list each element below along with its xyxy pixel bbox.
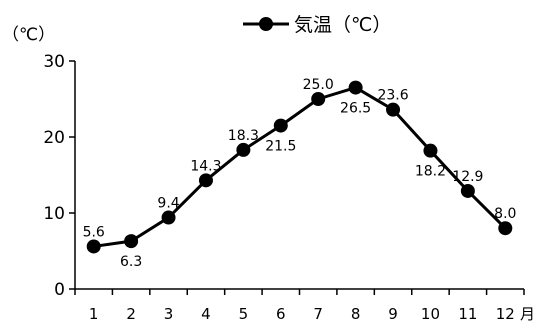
data-point xyxy=(198,173,213,188)
data-point xyxy=(348,80,363,95)
y-tick-label: 10 xyxy=(43,204,65,224)
data-point xyxy=(386,102,401,117)
data-label: 18.2 xyxy=(415,164,446,180)
data-label: 12.9 xyxy=(452,169,483,185)
data-label: 21.5 xyxy=(265,139,296,155)
x-axis-unit: 月 xyxy=(520,305,535,323)
data-label: 9.4 xyxy=(157,196,179,212)
x-tick-label: 10 xyxy=(421,305,440,323)
legend-label: 気温（℃） xyxy=(294,14,391,36)
x-tick-label: 12 xyxy=(496,305,515,323)
data-label: 25.0 xyxy=(303,77,334,93)
x-tick-label: 4 xyxy=(201,305,211,323)
y-axis: 0 10 20 30 xyxy=(43,52,75,300)
data-point xyxy=(236,142,251,157)
data-label: 18.3 xyxy=(228,128,259,144)
x-tick-label: 1 xyxy=(89,305,99,323)
data-labels: 5.6 6.3 9.4 14.3 18.3 21.5 25.0 26.5 23.6 18.2 12.… xyxy=(83,77,517,270)
data-point xyxy=(161,210,176,225)
x-tick-label: 3 xyxy=(164,305,174,323)
x-tick-label: 11 xyxy=(458,305,477,323)
x-tick-label: 9 xyxy=(388,305,398,323)
data-label: 14.3 xyxy=(190,158,221,174)
x-tick-label: 6 xyxy=(276,305,286,323)
x-axis: 1 2 3 4 5 6 7 8 9 10 11 12 xyxy=(74,289,525,323)
y-axis-unit: （℃） xyxy=(2,25,55,45)
data-label: 5.6 xyxy=(83,224,105,240)
x-tick-label: 8 xyxy=(351,305,361,323)
x-tick-label: 5 xyxy=(239,305,249,323)
data-point xyxy=(460,183,475,198)
data-point xyxy=(86,239,101,254)
data-label: 6.3 xyxy=(120,254,142,270)
x-tick-label: 7 xyxy=(313,305,323,323)
legend: 気温（℃） xyxy=(243,14,391,36)
series-temperature xyxy=(86,80,513,254)
data-point xyxy=(498,221,513,236)
y-tick-label: 30 xyxy=(43,52,65,72)
y-tick-label: 0 xyxy=(54,280,65,300)
x-tick-label: 2 xyxy=(126,305,136,323)
data-point xyxy=(124,234,139,249)
data-point xyxy=(273,118,288,133)
y-tick-label: 20 xyxy=(43,128,65,148)
data-label: 23.6 xyxy=(377,88,408,104)
series-line xyxy=(93,86,507,248)
data-point xyxy=(311,92,326,106)
data-label: 8.0 xyxy=(494,206,516,222)
legend-marker xyxy=(259,17,273,31)
data-label: 26.5 xyxy=(340,101,371,117)
data-point xyxy=(423,143,438,158)
